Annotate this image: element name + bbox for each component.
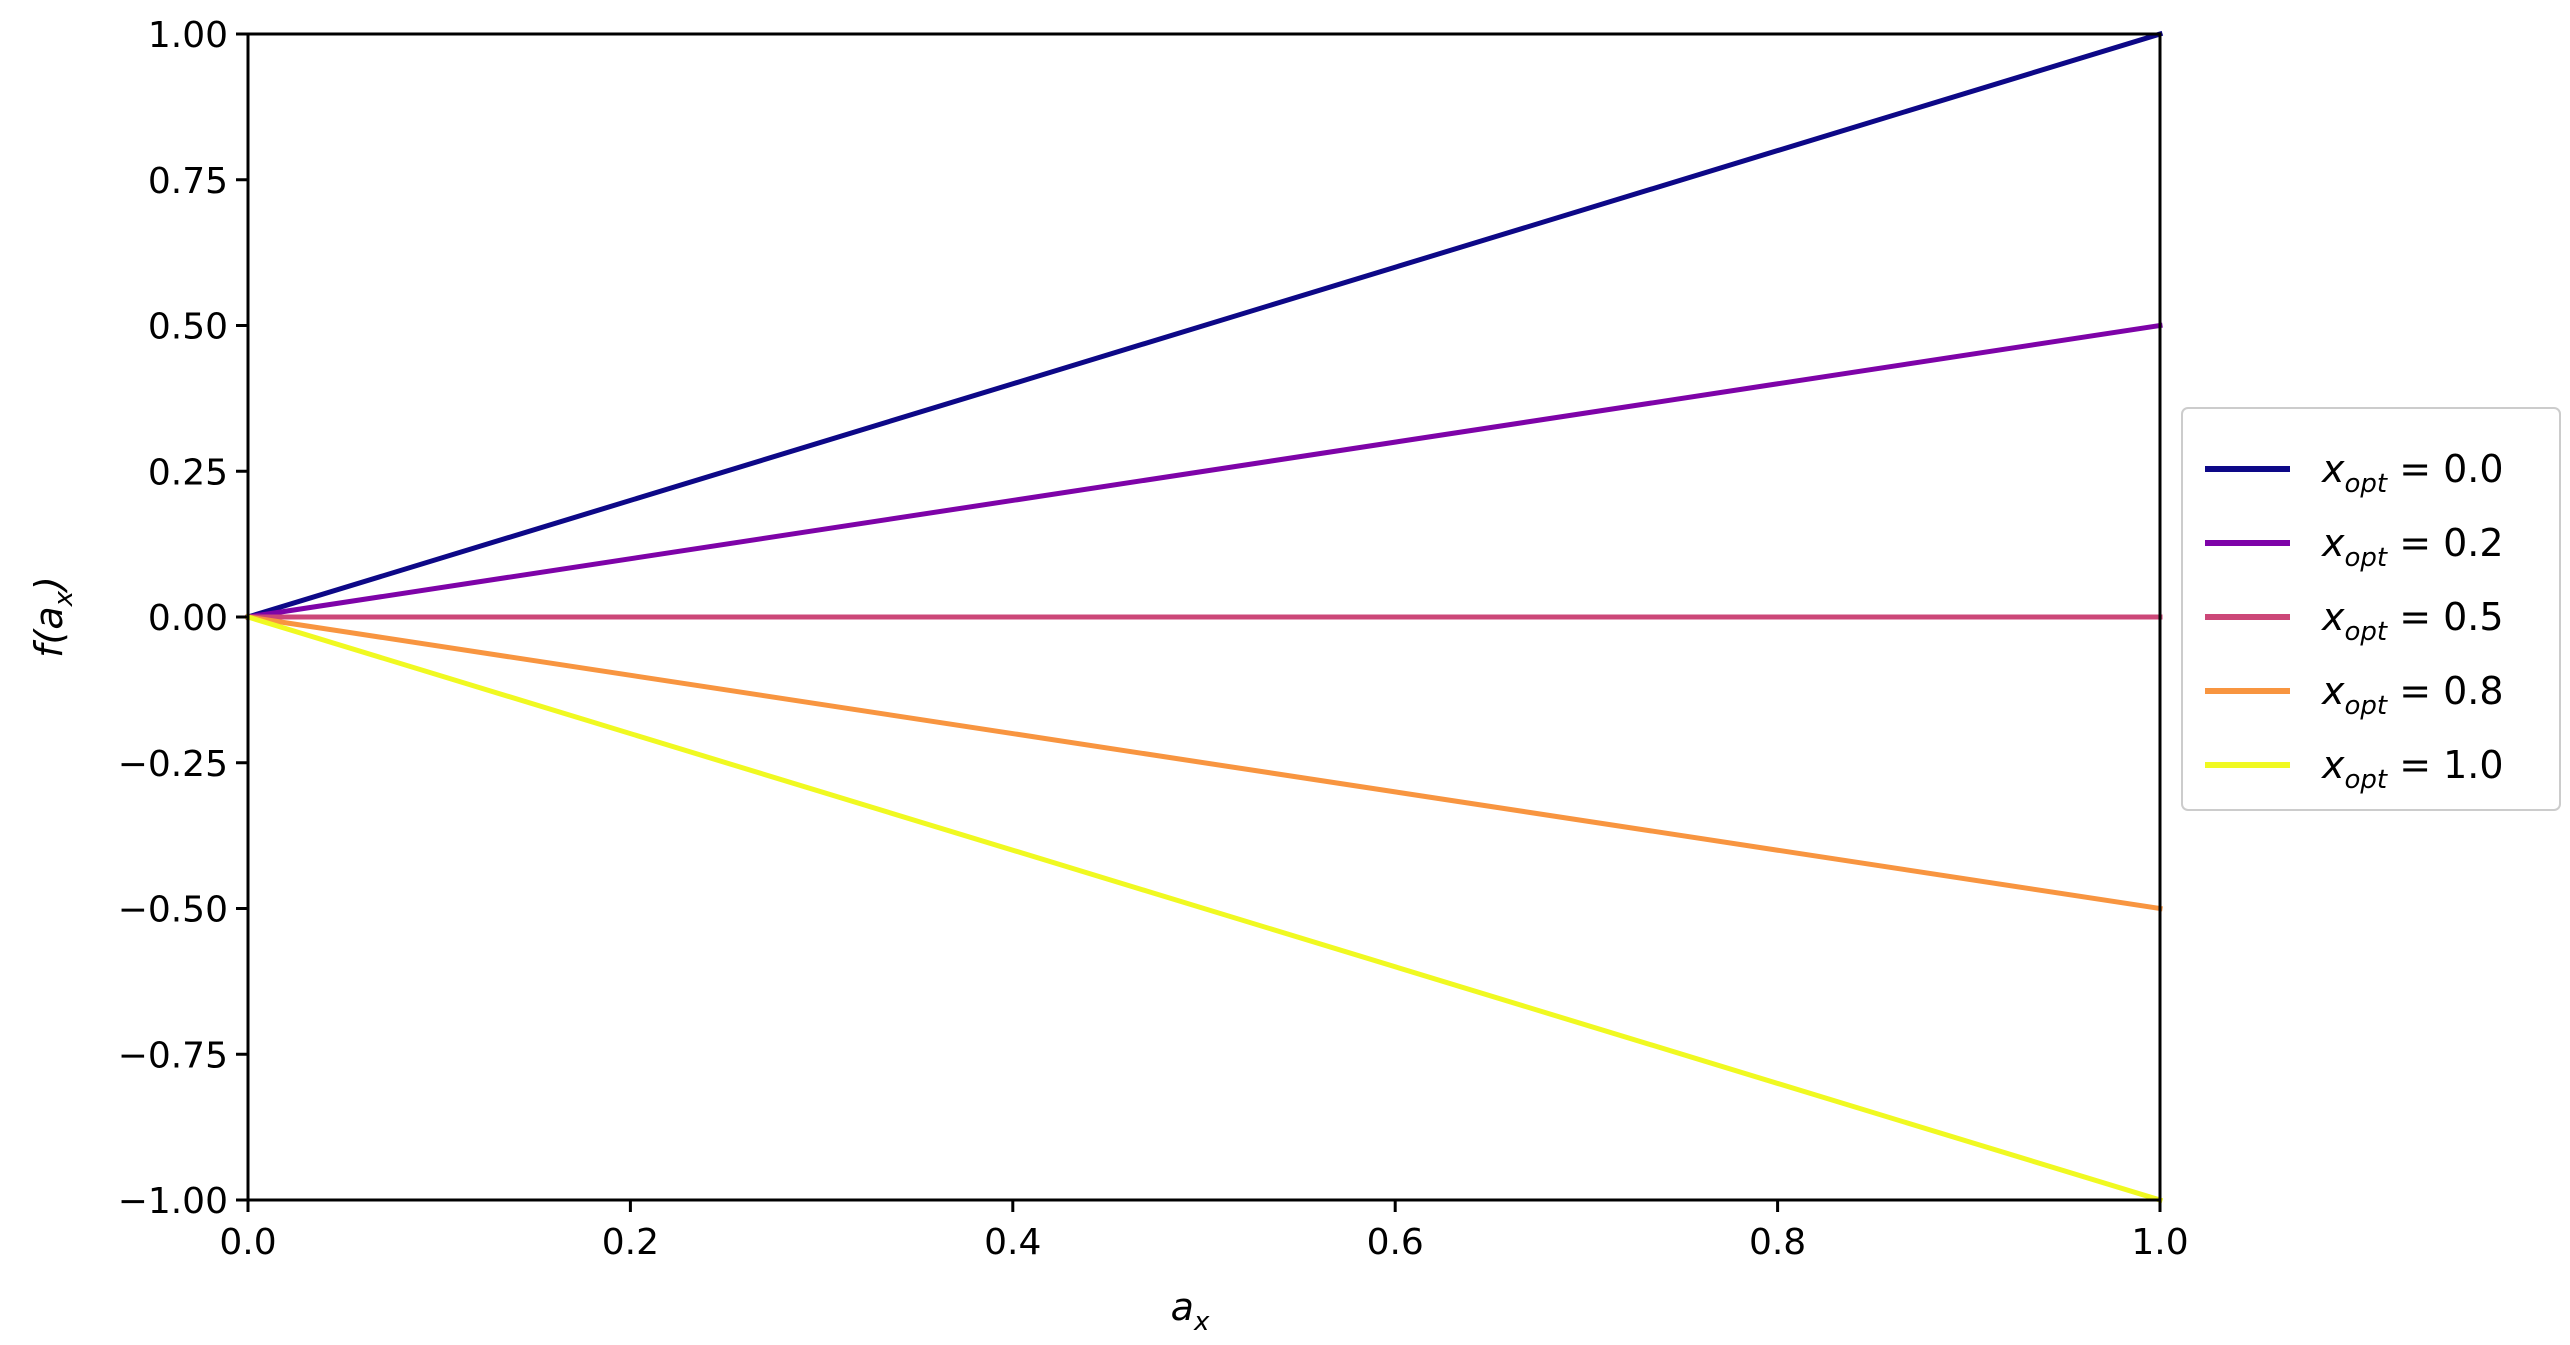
y-tick-label: 0.50 bbox=[148, 307, 228, 348]
legend-label-4: xopt = 1.0 bbox=[2321, 743, 2504, 795]
y-ticks: 1.00 0.75 0.50 0.25 0.00 −0.25 −0.50 −0.75 −1.00 bbox=[118, 15, 248, 1222]
x-tick-label: 0.0 bbox=[219, 1222, 276, 1263]
legend-label-2: xopt = 0.5 bbox=[2321, 595, 2504, 647]
y-tick-label: −0.25 bbox=[118, 744, 228, 785]
legend-box bbox=[2181, 407, 2561, 811]
y-tick-label: −0.75 bbox=[118, 1035, 228, 1076]
series-line-0 bbox=[244, 30, 2164, 621]
y-tick-label: −0.50 bbox=[118, 890, 228, 931]
legend-items: xopt = 0.0 xopt = 0.2 xopt = 0.5 xopt = 0.8… bbox=[2205, 447, 2504, 795]
x-axis-label: ax bbox=[1171, 1285, 1210, 1337]
series-line-3 bbox=[245, 614, 2163, 912]
x-ticks: 0.0 0.2 0.4 0.6 0.8 1.0 bbox=[219, 1200, 2189, 1263]
y-axis-label: f(ax) bbox=[27, 576, 79, 658]
y-tick-label: 0.00 bbox=[148, 598, 228, 639]
x-tick-label: 1.0 bbox=[2131, 1222, 2188, 1263]
series-line-1 bbox=[245, 322, 2163, 620]
y-tick-label: −1.00 bbox=[118, 1181, 228, 1222]
legend-label-0: xopt = 0.0 bbox=[2321, 447, 2504, 499]
x-tick-label: 0.2 bbox=[602, 1222, 659, 1263]
series-line-4 bbox=[244, 613, 2164, 1204]
series-layer bbox=[244, 30, 2164, 1204]
x-tick-label: 0.4 bbox=[984, 1222, 1041, 1263]
y-tick-label: 1.00 bbox=[148, 15, 228, 56]
legend: xopt = 0.0 xopt = 0.2 xopt = 0.5 xopt = 0.8… bbox=[2181, 407, 2561, 811]
x-tick-label: 0.8 bbox=[1749, 1222, 1806, 1263]
y-tick-label: 0.75 bbox=[148, 161, 228, 202]
legend-label-3: xopt = 0.8 bbox=[2321, 669, 2504, 721]
y-tick-label: 0.25 bbox=[148, 452, 228, 493]
legend-label-1: xopt = 0.2 bbox=[2321, 521, 2504, 573]
x-tick-label: 0.6 bbox=[1367, 1222, 1424, 1263]
